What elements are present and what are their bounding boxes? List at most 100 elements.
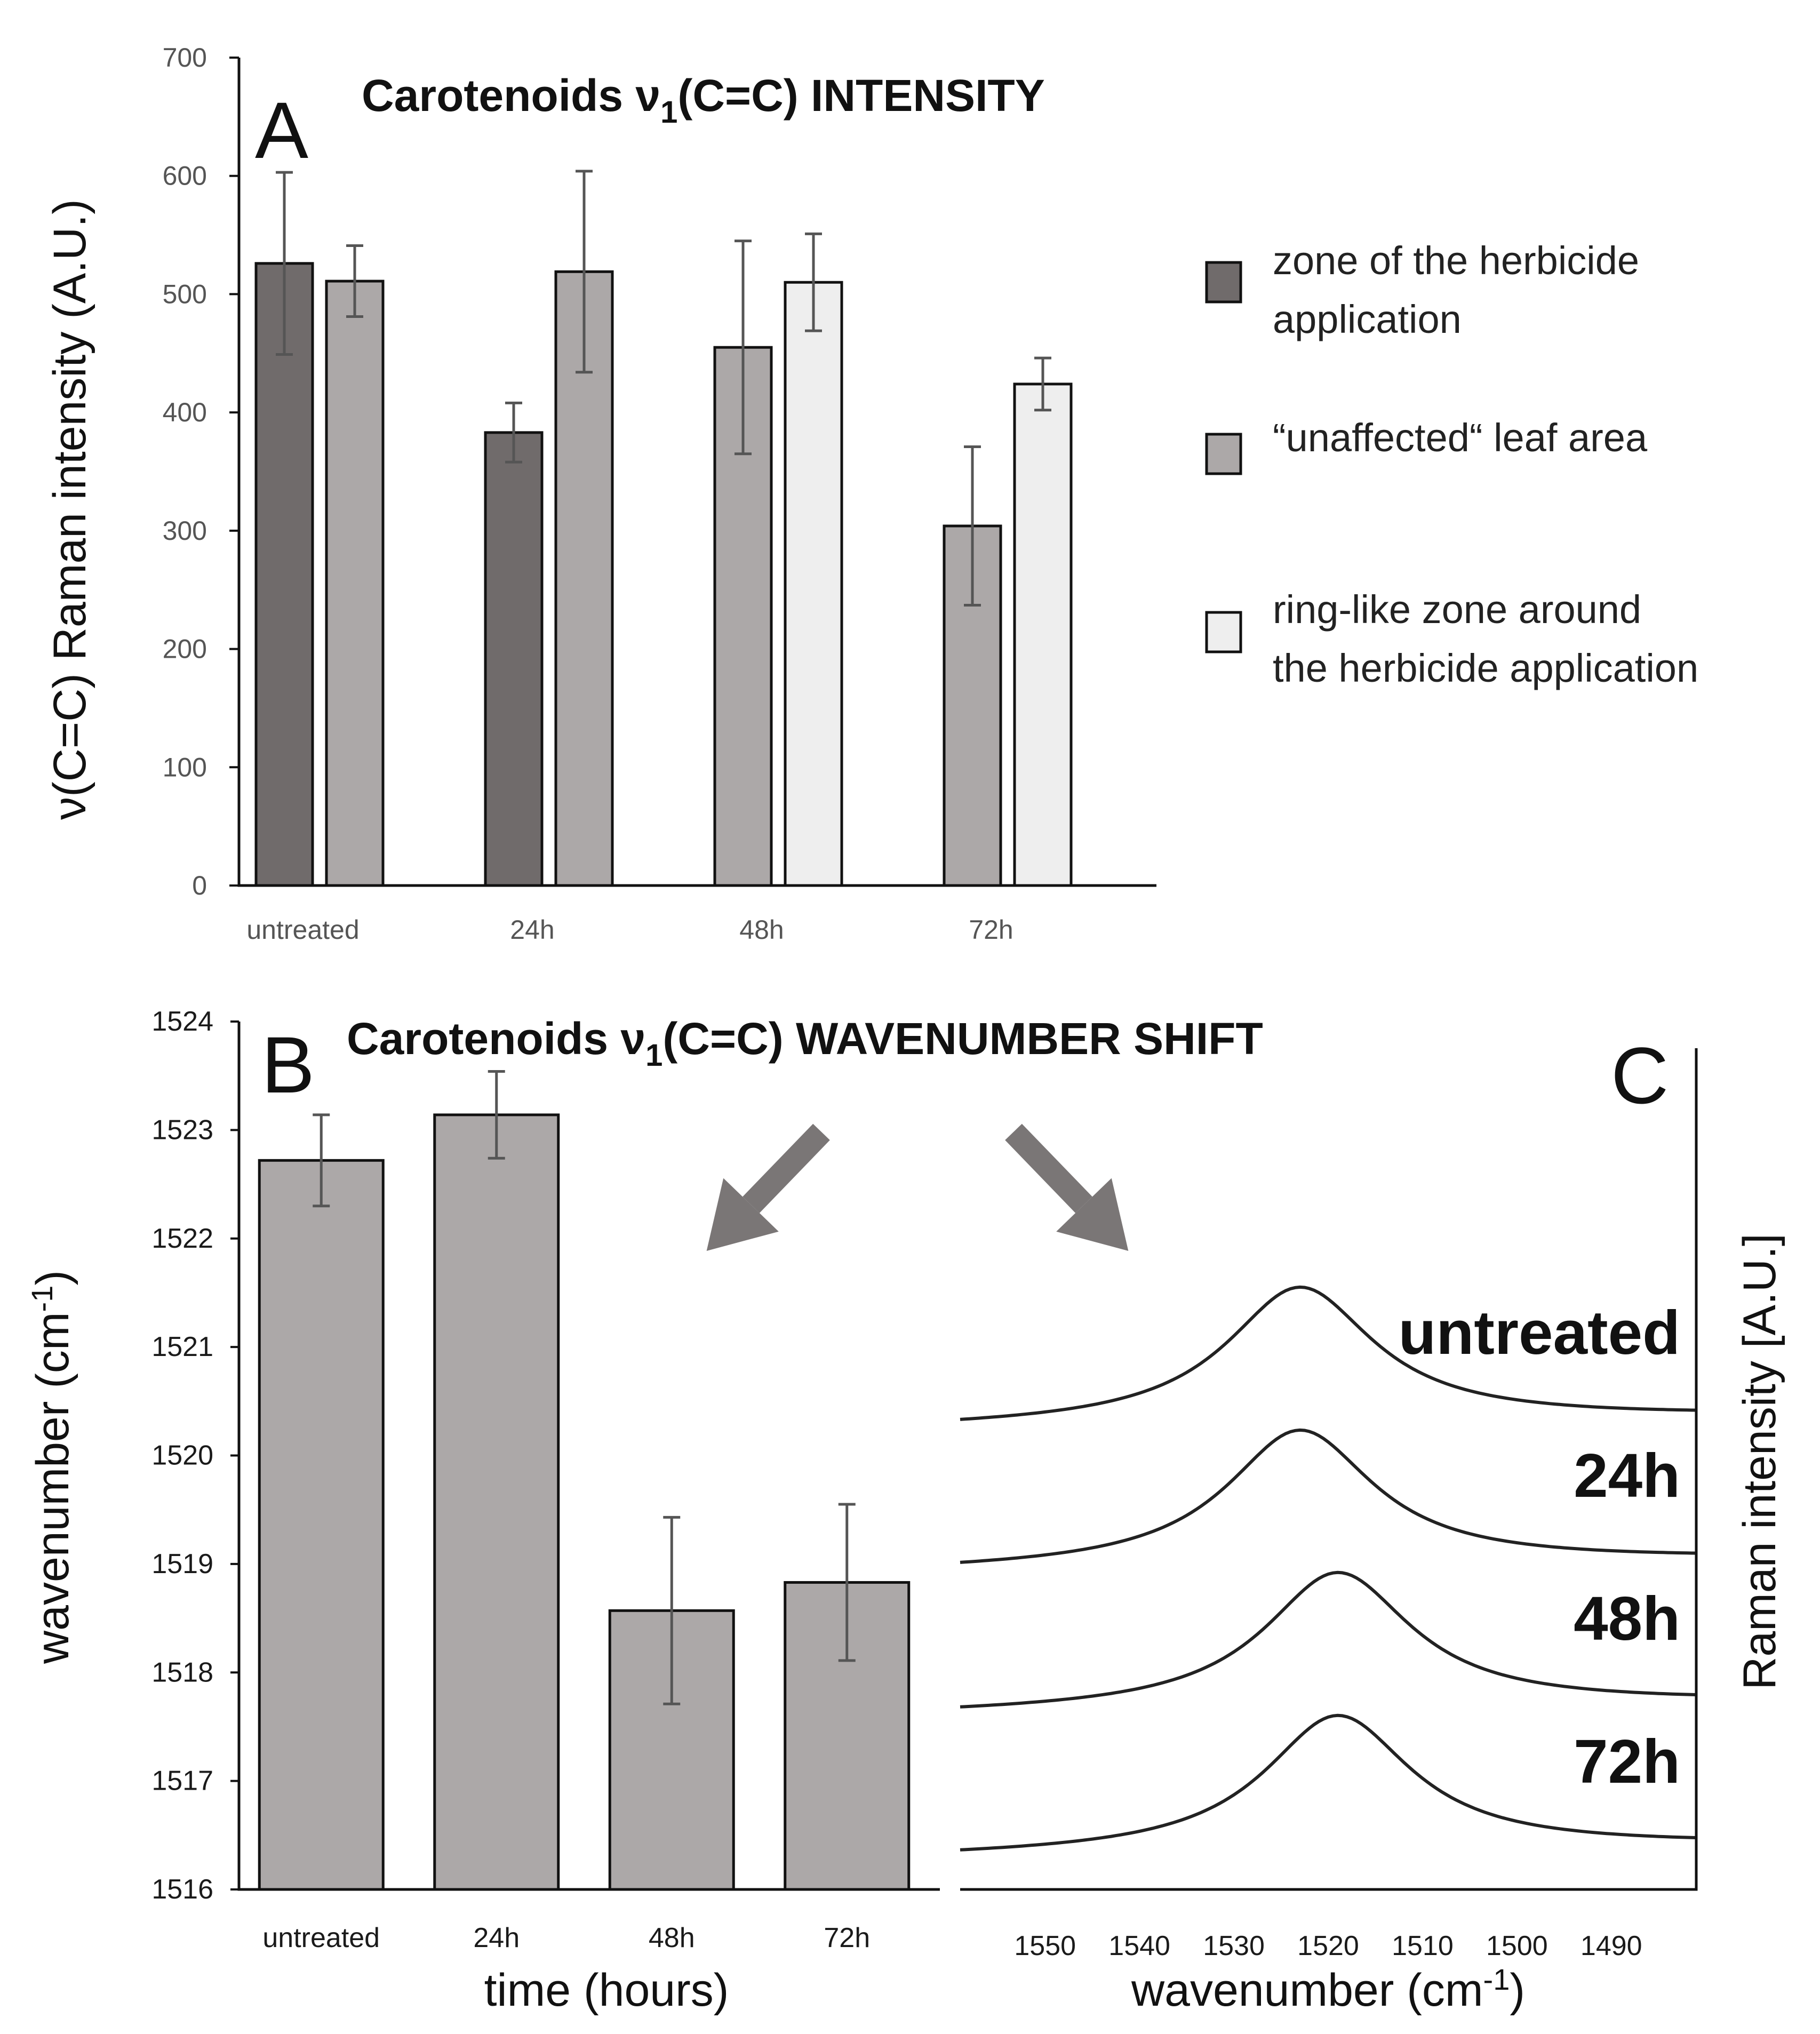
panel-a-error-bar-untreated-s0 <box>276 171 293 356</box>
panel-b-error-bar-48h <box>663 1515 681 1705</box>
panel-a-error-bar-72h-s2 <box>1034 356 1051 412</box>
panel-c-x-tick-label: 1520 <box>1297 1931 1359 1961</box>
arrow-left-down <box>706 1123 830 1251</box>
panel-b-y-tick-label: 1520 <box>151 1440 213 1471</box>
panel-b-x-tick-48h: 48h <box>649 1923 695 1953</box>
panel-c-x-ticks: 1550 1540 1530 1520 1510 1500 1490 <box>1014 1931 1642 1961</box>
panel-a-title: Carotenoids ν1(C=C) INTENSITY <box>362 70 1045 130</box>
panel-a-y-tick-label: 700 <box>163 43 207 73</box>
panel-b-x-tick-24h: 24h <box>473 1923 520 1953</box>
panel-c-x-tick-label: 1530 <box>1203 1931 1265 1961</box>
panel-a-bar-24h-s1 <box>554 270 614 887</box>
panel-a-axes <box>237 58 1156 887</box>
arrow-right-shaft <box>1005 1123 1092 1213</box>
panel-c-x-tick-label: 1490 <box>1580 1931 1642 1961</box>
arrow-right-head <box>1056 1178 1129 1251</box>
panel-b-y-tick-label: 1517 <box>151 1766 213 1797</box>
panel-a-x-tick-24h: 24h <box>510 915 554 945</box>
panel-c-curve-label-72h: 72h <box>1574 1727 1680 1796</box>
panel-a-y-ticks: 0 100 200 300 400 500 600 700 <box>163 43 239 900</box>
panel-b-title: Carotenoids ν1(C=C) WAVENUMBER SHIFT <box>347 1014 1263 1073</box>
arrow-left-shaft <box>743 1123 830 1213</box>
panel-a-bar-untreated-s1 <box>325 280 385 887</box>
panel-b-x-tick-untreated: untreated <box>262 1923 380 1953</box>
legend-item-unaffected: “unaffected“ leaf area <box>1205 416 1648 475</box>
panel-b-y-tick-label: 1519 <box>151 1549 213 1580</box>
panel-a-x-tick-untreated: untreated <box>246 915 359 945</box>
panel-a-bar-24h-s0 <box>484 431 544 887</box>
panel-b-y-tick-label: 1518 <box>151 1657 213 1688</box>
panel-a-error-bar-24h-s1 <box>576 170 593 374</box>
panel-a-error-bars <box>276 170 1051 607</box>
panel-a-bar-72h-s2 <box>1013 382 1073 887</box>
panel-c-curve-72h <box>960 1713 1697 1852</box>
panel-a-y-tick-label: 0 <box>192 871 207 900</box>
panel-c-curve-labels: untreated 24h 48h 72h <box>1398 1298 1680 1796</box>
panel-a-x-tick-72h: 72h <box>969 915 1013 945</box>
panel-a-y-tick-label: 400 <box>163 397 207 427</box>
arrow-left-head <box>706 1178 779 1251</box>
legend-swatch-ring <box>1205 611 1242 653</box>
panel-a-x-ticks: untreated 24h 48h 72h <box>246 915 1013 945</box>
panel-c-curve-untreated <box>960 1285 1697 1421</box>
legend-swatch-unaffected <box>1205 433 1242 475</box>
panel-c-curves <box>960 1285 1697 1852</box>
panel-b-label: B <box>261 1020 315 1110</box>
legend-label-ring: ring-like zone around the herbicide appli… <box>1273 587 1698 690</box>
panel-b-x-ticks: untreated 24h 48h 72h <box>262 1923 870 1953</box>
panel-c-axes <box>960 1048 1698 1891</box>
panel-a-y-tick-label: 100 <box>163 752 207 782</box>
panel-a-error-bar-48h-s2 <box>805 232 822 332</box>
legend-swatch-zone <box>1205 261 1242 304</box>
panel-b-x-axis-title: time (hours) <box>484 1965 729 2016</box>
panel-c-curve-label-untreated: untreated <box>1398 1298 1680 1367</box>
legend: zone of the herbicide application “unaffe… <box>1205 238 1698 690</box>
panel-a-error-bar-48h-s1 <box>735 240 752 456</box>
panel-c-y-axis-title: Raman intensity [A.U.] <box>1734 1233 1785 1690</box>
panel-c-curve-24h <box>960 1428 1697 1564</box>
panel-a-error-bar-72h-s1 <box>964 445 981 607</box>
panel-a-y-tick-label: 500 <box>163 279 207 309</box>
panel-b-error-bar-72h <box>838 1503 856 1662</box>
panel-b-y-tick-label: 1521 <box>151 1331 213 1362</box>
panel-b-bars <box>258 1113 911 1891</box>
panel-a-y-tick-label: 600 <box>163 161 207 191</box>
panel-a-error-bar-untreated-s1 <box>346 244 363 318</box>
panel-a-x-tick-48h: 48h <box>739 915 784 945</box>
panel-a-bar-untreated-s0 <box>254 262 314 887</box>
panel-b-y-tick-label: 1524 <box>151 1006 213 1037</box>
panel-b-error-bars <box>313 1070 856 1705</box>
panel-a-y-tick-label: 300 <box>163 516 207 546</box>
panel-c-curve-label-48h: 48h <box>1574 1584 1680 1653</box>
panel-c-label: C <box>1611 1031 1669 1120</box>
panel-b-axes <box>237 1022 940 1891</box>
panel-a: A Carotenoids ν1(C=C) INTENSITY ν(C=C) R… <box>44 43 1698 945</box>
panel-a-y-axis-title: ν(C=C) Raman intensity (A.U.) <box>44 199 95 820</box>
panel-c: C Raman intensity [A.U.] wavenumber (cm-… <box>960 1031 1785 2016</box>
panel-b-error-bar-untreated <box>313 1113 330 1208</box>
panel-b-x-tick-72h: 72h <box>824 1923 870 1953</box>
legend-item-zone: zone of the herbicide application <box>1205 238 1639 341</box>
legend-item-ring: ring-like zone around the herbicide appli… <box>1205 587 1698 690</box>
panel-a-y-tick-label: 200 <box>163 634 207 664</box>
legend-label-zone: zone of the herbicide application <box>1273 238 1639 341</box>
panel-a-label: A <box>255 85 308 175</box>
panel-b-y-tick-label: 1516 <box>151 1874 213 1905</box>
legend-label-unaffected: “unaffected“ leaf area <box>1273 416 1648 460</box>
panel-a-bar-48h-s2 <box>784 281 843 887</box>
panel-b-y-axis-title: wavenumber (cm-1) <box>25 1270 78 1664</box>
panel-c-x-tick-label: 1500 <box>1486 1931 1548 1961</box>
panel-c-x-axis-title: wavenumber (cm-1) <box>1131 1963 1525 2016</box>
panel-a-bars <box>254 262 1073 887</box>
panel-b-error-bar-24h <box>488 1070 505 1160</box>
panel-c-x-tick-label: 1540 <box>1108 1931 1170 1961</box>
panel-c-x-tick-label: 1550 <box>1014 1931 1076 1961</box>
panel-b: B Carotenoids ν1(C=C) WAVENUMBER SHIFT w… <box>25 1006 1263 2016</box>
panel-b-bar-untreated <box>258 1159 385 1891</box>
panel-c-curve-label-24h: 24h <box>1574 1441 1680 1510</box>
panel-c-curve-48h <box>960 1570 1697 1709</box>
panel-b-y-ticks: 1516 1517 1518 1519 1520 1521 1522 1523 1524 <box>151 1006 239 1905</box>
panel-b-bar-24h <box>433 1113 560 1891</box>
arrow-right-down <box>1005 1123 1129 1251</box>
